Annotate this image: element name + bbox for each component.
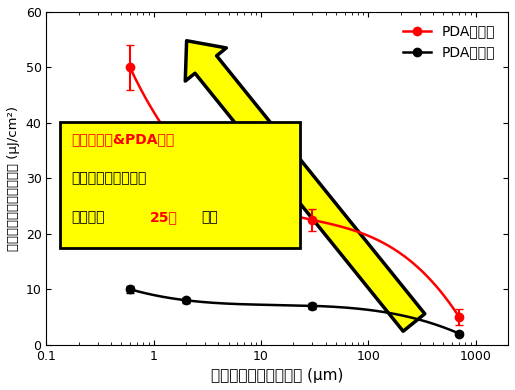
- Y-axis label: 生体組織への組織接着力 (μJ/cm²): 生体組織への組織接着力 (μJ/cm²): [7, 106, 20, 251]
- FancyArrowPatch shape: [185, 41, 425, 331]
- Legend: PDA修飾有, PDA修飾無: PDA修飾有, PDA修飾無: [398, 19, 501, 65]
- FancyBboxPatch shape: [60, 122, 300, 248]
- Text: 25倍: 25倍: [150, 211, 178, 225]
- Text: 向上: 向上: [201, 211, 218, 225]
- Text: 接着性が: 接着性が: [72, 211, 105, 225]
- Text: により生体組織への: により生体組織への: [72, 171, 147, 185]
- Text: 膜厚の減少&PDA修飾: 膜厚の減少&PDA修飾: [72, 132, 175, 146]
- X-axis label: シリコーン薄膜の膜厚 (μm): シリコーン薄膜の膜厚 (μm): [211, 368, 344, 383]
